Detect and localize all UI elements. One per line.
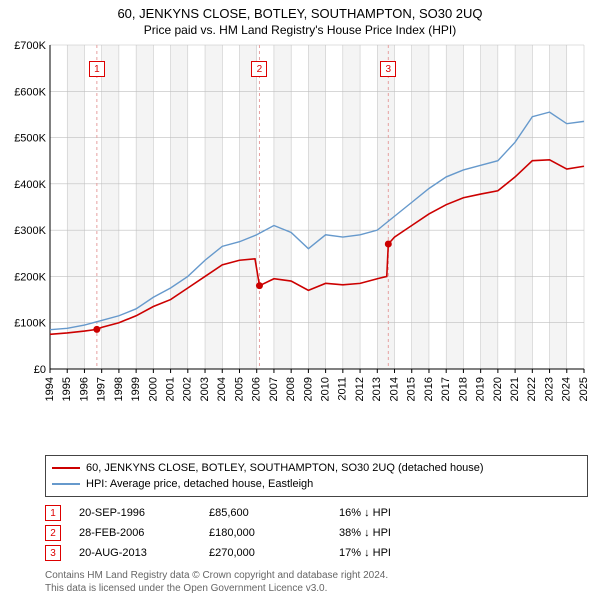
svg-text:£200K: £200K <box>14 271 46 283</box>
licence-line: This data is licensed under the Open Gov… <box>45 582 588 595</box>
svg-text:2003: 2003 <box>199 377 211 401</box>
svg-text:£400K: £400K <box>14 179 46 191</box>
svg-text:2009: 2009 <box>302 377 314 401</box>
svg-text:2023: 2023 <box>543 377 555 401</box>
svg-text:2002: 2002 <box>182 377 194 401</box>
transaction-row: 3 20-AUG-2013£270,00017% ↓ HPI <box>45 543 588 563</box>
svg-text:2000: 2000 <box>147 377 159 401</box>
svg-text:2008: 2008 <box>285 377 297 401</box>
svg-text:2018: 2018 <box>457 377 469 401</box>
svg-text:2014: 2014 <box>388 377 400 401</box>
chart-subtitle: Price paid vs. HM Land Registry's House … <box>0 21 600 41</box>
licence-line: Contains HM Land Registry data © Crown c… <box>45 569 588 582</box>
svg-text:2001: 2001 <box>164 377 176 401</box>
svg-text:2010: 2010 <box>320 377 332 401</box>
svg-text:£100K: £100K <box>14 318 46 330</box>
svg-text:£600K: £600K <box>14 86 46 98</box>
line-chart: £0 £100K £200K £300K £400K £500K £600K £700K 199… <box>8 41 590 411</box>
chart-area: £0 £100K £200K £300K £400K £500K £600K £700K 199… <box>8 41 590 411</box>
legend-item: HPI: Average price, detached house, East… <box>52 476 581 492</box>
svg-text:2011: 2011 <box>337 377 349 401</box>
sale-marker-label: 1 <box>89 61 105 77</box>
transaction-diff: 38% ↓ HPI <box>339 527 459 539</box>
svg-text:1995: 1995 <box>61 377 73 401</box>
svg-text:1998: 1998 <box>113 377 125 401</box>
licence-text: Contains HM Land Registry data © Crown c… <box>45 569 588 595</box>
transaction-price: £270,000 <box>209 547 339 559</box>
svg-text:1997: 1997 <box>96 377 108 401</box>
transaction-date: 28-FEB-2006 <box>79 527 209 539</box>
chart-title: 60, JENKYNS CLOSE, BOTLEY, SOUTHAMPTON, … <box>0 0 600 21</box>
svg-text:2022: 2022 <box>526 377 538 401</box>
svg-text:2020: 2020 <box>492 377 504 401</box>
transactions-table: 1 20-SEP-1996£85,60016% ↓ HPI 2 28-FEB-2006… <box>45 503 588 563</box>
sale-marker-label: 3 <box>380 61 396 77</box>
sale-marker-label: 2 <box>251 61 267 77</box>
svg-text:2019: 2019 <box>475 377 487 401</box>
transaction-price: £180,000 <box>209 527 339 539</box>
legend-label: 60, JENKYNS CLOSE, BOTLEY, SOUTHAMPTON, … <box>86 462 484 474</box>
transaction-diff: 17% ↓ HPI <box>339 547 459 559</box>
svg-text:2005: 2005 <box>233 377 245 401</box>
transaction-diff: 16% ↓ HPI <box>339 507 459 519</box>
legend-swatch <box>52 467 80 469</box>
transaction-marker: 1 <box>45 505 61 521</box>
svg-text:1999: 1999 <box>130 377 142 401</box>
svg-text:2025: 2025 <box>578 377 590 401</box>
svg-text:2004: 2004 <box>216 377 228 401</box>
svg-text:2017: 2017 <box>440 377 452 401</box>
svg-text:£0: £0 <box>34 364 46 376</box>
svg-text:2016: 2016 <box>423 377 435 401</box>
svg-text:2012: 2012 <box>354 377 366 401</box>
svg-text:1996: 1996 <box>78 377 90 401</box>
legend-swatch <box>52 483 80 485</box>
svg-text:2007: 2007 <box>268 377 280 401</box>
transaction-marker: 2 <box>45 525 61 541</box>
svg-text:2024: 2024 <box>561 377 573 401</box>
transaction-row: 1 20-SEP-1996£85,60016% ↓ HPI <box>45 503 588 523</box>
svg-text:£300K: £300K <box>14 225 46 237</box>
transaction-price: £85,600 <box>209 507 339 519</box>
svg-text:2015: 2015 <box>406 377 418 401</box>
svg-text:2021: 2021 <box>509 377 521 401</box>
transaction-row: 2 28-FEB-2006£180,00038% ↓ HPI <box>45 523 588 543</box>
legend-item: 60, JENKYNS CLOSE, BOTLEY, SOUTHAMPTON, … <box>52 460 581 476</box>
svg-text:2006: 2006 <box>251 377 263 401</box>
transaction-marker: 3 <box>45 545 61 561</box>
legend-label: HPI: Average price, detached house, East… <box>86 478 313 490</box>
svg-text:£500K: £500K <box>14 133 46 145</box>
svg-text:2013: 2013 <box>371 377 383 401</box>
legend: 60, JENKYNS CLOSE, BOTLEY, SOUTHAMPTON, … <box>45 455 588 497</box>
transaction-date: 20-AUG-2013 <box>79 547 209 559</box>
svg-text:1994: 1994 <box>44 377 56 401</box>
transaction-date: 20-SEP-1996 <box>79 507 209 519</box>
svg-text:£700K: £700K <box>14 41 46 52</box>
